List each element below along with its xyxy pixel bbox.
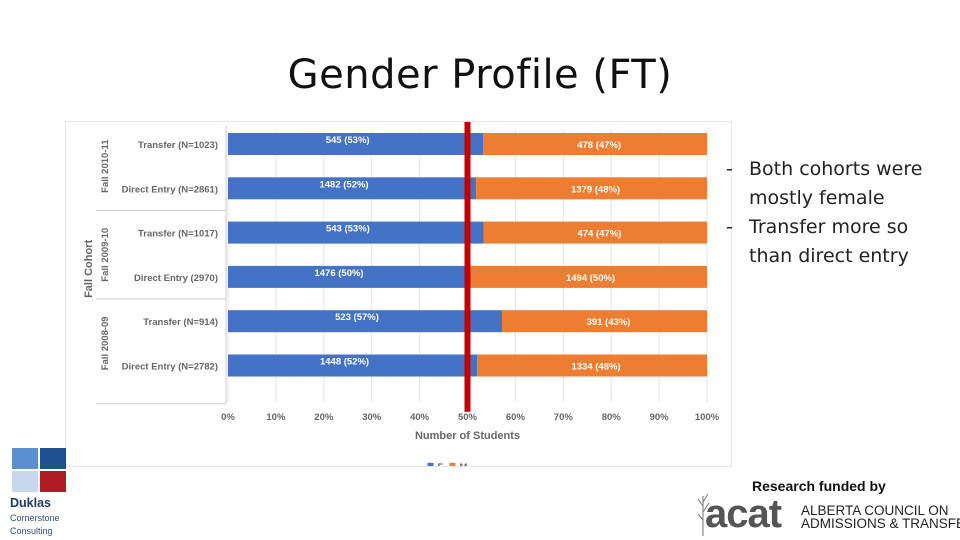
- bar-f: [228, 133, 484, 155]
- data-label-f: 1482 (52%): [319, 179, 368, 190]
- bullet-item: - Transfer more so than direct entry: [722, 213, 952, 271]
- data-label-f: 1476 (50%): [314, 268, 363, 279]
- duklas-subtitle-line1: Cornerstone: [10, 513, 60, 523]
- logo-square: [12, 471, 38, 492]
- legend-label-m: M: [460, 462, 468, 466]
- bullet-text: Both cohorts were mostly female: [749, 158, 923, 209]
- data-label-m: 391 (43%): [587, 317, 631, 328]
- category-label: Transfer (N=1023): [138, 140, 218, 151]
- legend-label-f: F: [438, 462, 444, 466]
- category-label: Transfer (N=1017): [138, 229, 218, 240]
- group-label: Fall 2010-11: [100, 139, 111, 193]
- x-tick-label: 90%: [650, 412, 670, 423]
- x-tick-label: 0%: [221, 412, 235, 423]
- category-label: Transfer (N=914): [143, 317, 218, 328]
- x-tick-label: 70%: [554, 412, 574, 423]
- data-label-f: 545 (53%): [326, 135, 370, 146]
- data-label-m: 474 (47%): [577, 229, 621, 240]
- data-label-m: 478 (47%): [577, 140, 621, 151]
- data-label-f: 543 (53%): [326, 224, 370, 235]
- group-label: Fall 2008-09: [100, 316, 111, 370]
- bar-m: [483, 221, 707, 244]
- duklas-logo: Duklas Cornerstone Consulting: [8, 446, 78, 540]
- category-label: Direct Entry (2970): [134, 273, 218, 284]
- funded-by-label: Research funded by: [752, 478, 886, 494]
- data-label-m: 1494 (50%): [566, 273, 615, 284]
- bar-f: [228, 354, 478, 377]
- x-tick-label: 40%: [410, 412, 430, 423]
- bullet-marker: -: [726, 158, 733, 180]
- logo-square: [40, 448, 66, 469]
- bar-m: [476, 177, 707, 200]
- group-label: Fall 2009-10: [100, 228, 111, 282]
- stacked-bar-chart: 0% 10% 20% 30% 40% 50% 60% 70% 80% 90% 100% 545 (53…: [83, 122, 720, 466]
- data-label-m: 1334 (48%): [571, 362, 620, 373]
- reference-line-50: [464, 122, 471, 412]
- bar-m: [477, 354, 707, 377]
- acat-logo: acat ALBERTA COUNCIL ON ADMISSIONS & TRA…: [697, 490, 960, 538]
- bullet-item: - Both cohorts were mostly female: [722, 155, 952, 213]
- bar-m: [483, 133, 707, 155]
- bar-f: [228, 221, 484, 244]
- slide-title: Gender Profile (FT): [287, 52, 673, 98]
- x-tick-label: 80%: [602, 412, 622, 423]
- x-axis-title: Number of Students: [415, 430, 520, 442]
- sprig-icon: [697, 493, 710, 536]
- chart-panel: 0% 10% 20% 30% 40% 50% 60% 70% 80% 90% 100% 545 (53…: [66, 122, 731, 466]
- x-tick-label: 60%: [506, 412, 526, 423]
- bullet-list: - Both cohorts were mostly female - Tran…: [722, 155, 952, 271]
- bar-f: [228, 177, 477, 200]
- x-tick-label: 100%: [695, 412, 720, 423]
- legend-swatch-m: [449, 462, 456, 466]
- acat-wordmark: acat: [705, 492, 782, 536]
- duklas-name: Duklas: [10, 496, 51, 510]
- bar-m: [466, 265, 707, 288]
- duklas-subtitle-line2: Consulting: [10, 526, 53, 536]
- logo-square: [40, 471, 66, 492]
- data-label-m: 1379 (48%): [571, 184, 620, 195]
- acat-name-line1: ALBERTA COUNCIL ON: [801, 503, 949, 518]
- bullet-marker: -: [726, 216, 733, 238]
- acat-name-line2: ADMISSIONS & TRANSFER: [801, 516, 960, 531]
- data-label-f: 523 (57%): [335, 312, 379, 323]
- logo-square: [12, 448, 38, 469]
- category-label: Direct Entry (N=2861): [122, 184, 218, 195]
- y-axis-title: Fall Cohort: [83, 240, 95, 298]
- bar-f: [228, 310, 502, 333]
- x-tick-label: 10%: [266, 412, 286, 423]
- x-tick-label: 20%: [314, 412, 334, 423]
- legend-swatch-f: [427, 462, 434, 466]
- data-label-f: 1448 (52%): [320, 357, 369, 368]
- bullet-text: Transfer more so than direct entry: [749, 216, 909, 267]
- x-tick-label: 30%: [362, 412, 382, 423]
- bar-m: [501, 310, 707, 333]
- x-tick-label: 50%: [458, 412, 478, 423]
- bar-f: [228, 265, 467, 288]
- category-label: Direct Entry (N=2782): [122, 362, 218, 373]
